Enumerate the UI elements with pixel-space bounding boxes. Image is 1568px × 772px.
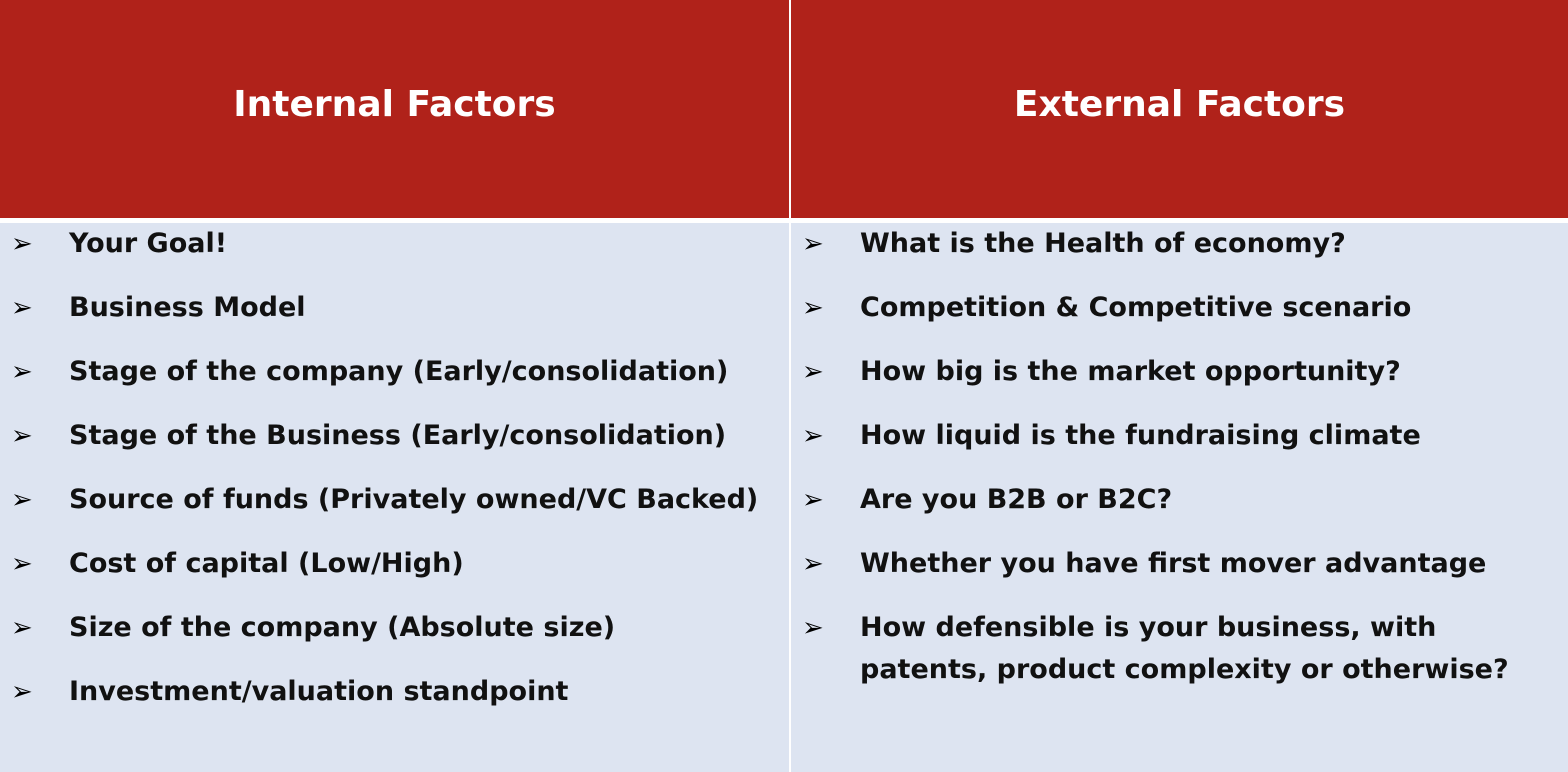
internal-factors-column: ➢ Your Goal! ➢ Business Model ➢ Stage of th… (0, 223, 789, 735)
list-item: ➢ Stage of the company (Early/consolidati… (0, 351, 789, 393)
list-item: ➢ How big is the market opportunity? (791, 351, 1568, 393)
arrow-bullet-icon: ➢ (802, 549, 824, 579)
list-item: ➢ Business Model (0, 287, 789, 329)
list-item-text: Are you B2B or B2C? (860, 484, 1173, 515)
list-item-text: Whether you have first mover advantage (860, 548, 1487, 579)
list-item: ➢ Competition & Competitive scenario (791, 287, 1568, 329)
column-divider (789, 0, 791, 218)
list-item: ➢ Stage of the Business (Early/consolidat… (0, 415, 789, 457)
arrow-bullet-icon: ➢ (11, 485, 33, 515)
internal-factors-heading: Internal Factors (0, 0, 789, 218)
arrow-bullet-icon: ➢ (11, 229, 33, 259)
list-item: ➢ How liquid is the fundraising climate (791, 415, 1568, 457)
header-row: Internal Factors External Factors (0, 0, 1568, 218)
list-item-text: Size of the company (Absolute size) (69, 612, 616, 643)
arrow-bullet-icon: ➢ (802, 229, 824, 259)
list-item: ➢ Cost of capital (Low/High) (0, 543, 789, 585)
arrow-bullet-icon: ➢ (11, 293, 33, 323)
internal-factors-list: ➢ Your Goal! ➢ Business Model ➢ Stage of th… (0, 223, 789, 713)
list-item-text: Competition & Competitive scenario (860, 292, 1412, 323)
arrow-bullet-icon: ➢ (802, 613, 824, 643)
list-item: ➢ Size of the company (Absolute size) (0, 607, 789, 649)
arrow-bullet-icon: ➢ (802, 421, 824, 451)
list-item-text: How liquid is the fundraising climate (860, 420, 1421, 451)
list-item-text: Investment/valuation standpoint (69, 676, 569, 707)
external-factors-heading: External Factors (791, 0, 1568, 218)
arrow-bullet-icon: ➢ (802, 357, 824, 387)
list-item: ➢ What is the Health of economy? (791, 223, 1568, 265)
arrow-bullet-icon: ➢ (11, 613, 33, 643)
arrow-bullet-icon: ➢ (802, 293, 824, 323)
list-item-text: Business Model (69, 292, 306, 323)
list-item-text: What is the Health of economy? (860, 228, 1346, 259)
list-item-text: Stage of the company (Early/consolidatio… (69, 356, 729, 387)
list-item-text: Stage of the Business (Early/consolidati… (69, 420, 727, 451)
list-item-text: How big is the market opportunity? (860, 356, 1401, 387)
arrow-bullet-icon: ➢ (802, 485, 824, 515)
list-item: ➢ Your Goal! (0, 223, 789, 265)
list-item: ➢ Whether you have first mover advantage (791, 543, 1568, 585)
external-factors-column: ➢ What is the Health of economy? ➢ Competi… (791, 223, 1568, 713)
body-column-divider (789, 218, 791, 772)
list-item-text: Your Goal! (69, 228, 228, 259)
list-item-text: How defensible is your business, with pa… (860, 612, 1509, 685)
arrow-bullet-icon: ➢ (11, 677, 33, 707)
arrow-bullet-icon: ➢ (11, 549, 33, 579)
list-item: ➢ How defensible is your business, with … (791, 607, 1568, 691)
list-item: ➢ Are you B2B or B2C? (791, 479, 1568, 521)
external-factors-list: ➢ What is the Health of economy? ➢ Competi… (791, 223, 1568, 691)
arrow-bullet-icon: ➢ (11, 357, 33, 387)
arrow-bullet-icon: ➢ (11, 421, 33, 451)
header-separator (0, 218, 1568, 223)
list-item: ➢ Source of funds (Privately owned/VC Bac… (0, 479, 789, 521)
list-item: ➢ Investment/valuation standpoint (0, 671, 789, 713)
list-item-text: Source of funds (Privately owned/VC Back… (69, 484, 759, 515)
list-item-text: Cost of capital (Low/High) (69, 548, 464, 579)
